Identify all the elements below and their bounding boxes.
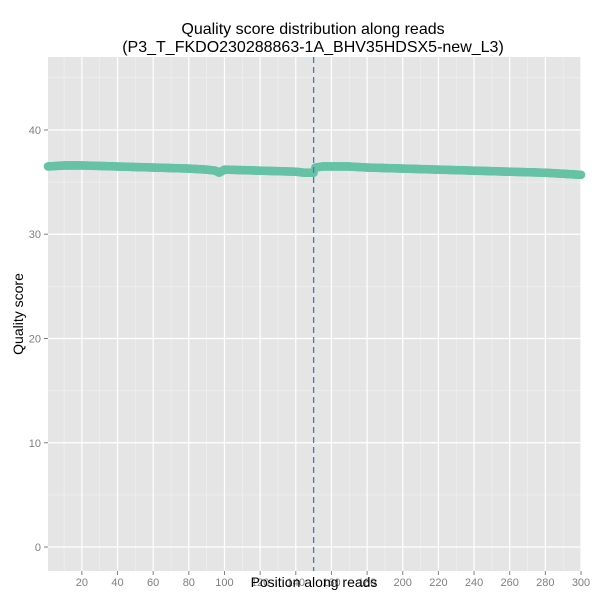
- y-tick-label: 20: [29, 334, 41, 346]
- x-tick-label: 160: [322, 577, 340, 589]
- x-tick-label: 280: [536, 577, 554, 589]
- x-tick-label: 60: [147, 577, 159, 589]
- chart-subtitle: (P3_T_FKDO230288863-1A_BHV35HDSX5-new_L3…: [122, 39, 504, 56]
- x-tick-label: 240: [465, 577, 483, 589]
- data-points: [43, 161, 586, 180]
- x-tick-labels: 20 40 60 80 100 120 140 160 180 200 220 240 260 280 30…: [76, 571, 590, 589]
- y-axis-title: Quality score: [10, 273, 26, 355]
- y-tick-labels: 0 10 20 30 40: [29, 125, 48, 554]
- x-tick-label: 120: [251, 577, 269, 589]
- x-tick-label: 180: [358, 577, 376, 589]
- x-tick-label: 260: [501, 577, 519, 589]
- y-tick-label: 40: [29, 125, 41, 137]
- x-axis-title: Position along reads: [251, 574, 378, 590]
- grid-lines: [48, 57, 582, 571]
- chart-title: Quality score distribution along reads: [181, 21, 444, 38]
- x-tick-label: 80: [183, 577, 195, 589]
- x-tick-label: 100: [215, 577, 233, 589]
- x-tick-label: 200: [394, 577, 412, 589]
- y-tick-label: 10: [29, 438, 41, 450]
- x-tick-label: 220: [429, 577, 447, 589]
- y-tick-label: 0: [35, 542, 41, 554]
- x-tick-label: 20: [76, 577, 88, 589]
- x-tick-label: 140: [287, 577, 305, 589]
- data-point: [576, 170, 586, 180]
- plot-panel: [48, 57, 581, 571]
- x-tick-label: 300: [572, 577, 590, 589]
- y-tick-label: 30: [29, 229, 41, 241]
- x-tick-label: 40: [111, 577, 123, 589]
